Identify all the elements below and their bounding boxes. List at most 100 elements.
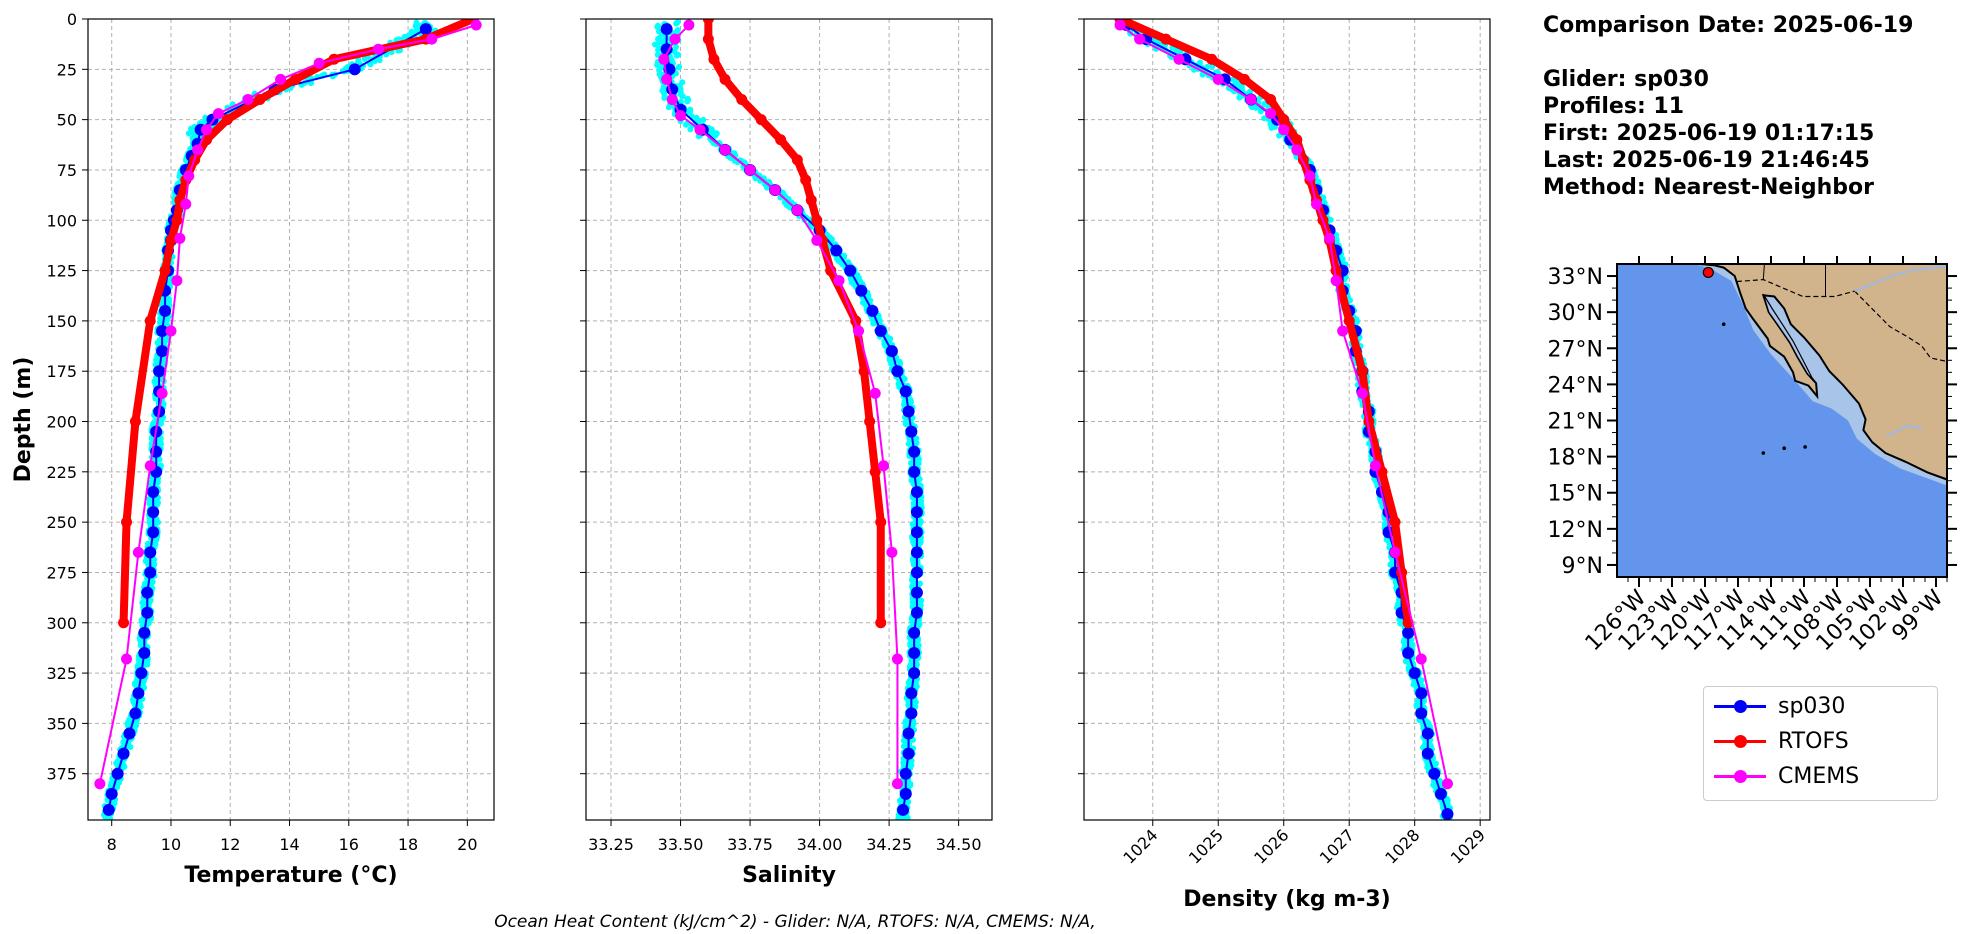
series-sp030 bbox=[660, 23, 923, 816]
data-point bbox=[853, 325, 865, 337]
lat-label: 9°N bbox=[1562, 554, 1603, 579]
data-point bbox=[886, 546, 898, 558]
data-point bbox=[910, 506, 923, 519]
x-axis-label: Salinity bbox=[742, 863, 836, 888]
legend-label: sp030 bbox=[1778, 693, 1846, 719]
y-tick-label: 50 bbox=[57, 111, 77, 130]
data-point bbox=[902, 727, 915, 740]
x-tick-label: 12 bbox=[220, 835, 240, 854]
data-point bbox=[885, 345, 898, 358]
data-point bbox=[899, 385, 912, 398]
data-point bbox=[94, 778, 106, 790]
legend-swatch bbox=[1714, 769, 1766, 783]
x-tick-label: 33.25 bbox=[588, 835, 634, 854]
data-point bbox=[660, 23, 673, 36]
y-tick-label: 75 bbox=[57, 161, 77, 180]
data-point bbox=[275, 73, 287, 85]
data-point bbox=[899, 787, 912, 800]
data-point bbox=[156, 345, 169, 358]
data-point bbox=[144, 460, 156, 472]
legend-item-sp030: sp030 bbox=[1714, 692, 1845, 720]
scatter-point bbox=[687, 126, 694, 133]
scatter-point bbox=[151, 561, 158, 568]
data-point bbox=[192, 144, 204, 156]
y-tick-label: 200 bbox=[46, 413, 77, 432]
data-point bbox=[426, 33, 438, 45]
data-point bbox=[1402, 626, 1415, 639]
x-axis-label: Density (kg m-3) bbox=[1183, 887, 1391, 912]
scatter-point bbox=[665, 104, 672, 111]
scatter-point bbox=[361, 56, 368, 63]
x-tick-label: 33.75 bbox=[727, 835, 773, 854]
scatter-point bbox=[673, 52, 680, 59]
data-point bbox=[1265, 94, 1277, 106]
scatter-point bbox=[376, 57, 383, 64]
scatter-point bbox=[1196, 59, 1203, 66]
data-point bbox=[825, 265, 837, 277]
legend-label: RTOFS bbox=[1778, 728, 1849, 754]
data-point bbox=[289, 73, 301, 85]
data-point bbox=[1206, 53, 1218, 65]
data-point bbox=[105, 787, 118, 800]
x-tick-label: 20 bbox=[457, 835, 477, 854]
data-point bbox=[242, 94, 254, 106]
data-point bbox=[159, 304, 172, 317]
x-tick-label: 1027 bbox=[1316, 825, 1358, 867]
axes-frame bbox=[585, 18, 993, 821]
scatter-point bbox=[127, 744, 134, 751]
data-point bbox=[736, 94, 748, 106]
data-point bbox=[719, 144, 731, 156]
lake bbox=[1886, 424, 1922, 437]
glider-scatter bbox=[651, 19, 925, 820]
series-rtofs bbox=[702, 19, 887, 629]
y-tick-label: 375 bbox=[46, 765, 77, 784]
data-point bbox=[1356, 387, 1368, 399]
data-point bbox=[1265, 108, 1277, 120]
data-point bbox=[910, 586, 923, 599]
data-point bbox=[129, 707, 142, 720]
data-point bbox=[661, 73, 673, 85]
scatter-point bbox=[1230, 76, 1237, 83]
data-point bbox=[897, 803, 910, 816]
profile-count: Profiles: 11 bbox=[1543, 94, 1685, 119]
data-point bbox=[156, 387, 168, 399]
data-point bbox=[708, 53, 720, 65]
scatter-point bbox=[107, 815, 114, 820]
lat-label: 30°N bbox=[1548, 301, 1603, 326]
y-tick-label: 250 bbox=[46, 513, 77, 532]
data-point bbox=[147, 526, 160, 539]
data-point bbox=[165, 234, 177, 246]
lat-label: 24°N bbox=[1548, 373, 1603, 398]
data-point bbox=[910, 566, 923, 579]
data-point bbox=[171, 214, 183, 226]
scatter-point bbox=[904, 814, 911, 820]
data-point bbox=[121, 653, 133, 665]
data-point bbox=[419, 23, 432, 36]
x-tick-label: 1029 bbox=[1447, 825, 1489, 867]
axes-frame bbox=[87, 18, 495, 821]
series-line bbox=[665, 29, 918, 811]
data-point bbox=[675, 110, 687, 122]
data-point bbox=[1310, 198, 1322, 210]
data-point bbox=[833, 275, 845, 287]
data-point bbox=[1356, 365, 1368, 377]
data-point bbox=[1324, 232, 1336, 244]
data-point bbox=[908, 465, 921, 478]
data-point bbox=[878, 460, 890, 472]
x-tick-label: 1026 bbox=[1250, 825, 1292, 867]
data-point bbox=[905, 425, 918, 438]
lat-label: 18°N bbox=[1548, 446, 1603, 471]
us-mexico-border bbox=[1736, 278, 1855, 298]
data-point bbox=[811, 214, 823, 226]
data-point bbox=[864, 416, 876, 428]
data-point bbox=[1428, 767, 1441, 780]
data-point bbox=[1291, 134, 1303, 146]
scatter-point bbox=[674, 19, 681, 26]
data-point bbox=[660, 43, 673, 56]
data-point bbox=[159, 265, 171, 277]
first-time: First: 2025-06-19 01:17:15 bbox=[1543, 121, 1875, 146]
series-sp030 bbox=[1120, 19, 1454, 820]
y-axis-label: Depth (m) bbox=[11, 357, 36, 483]
data-point bbox=[156, 324, 169, 337]
